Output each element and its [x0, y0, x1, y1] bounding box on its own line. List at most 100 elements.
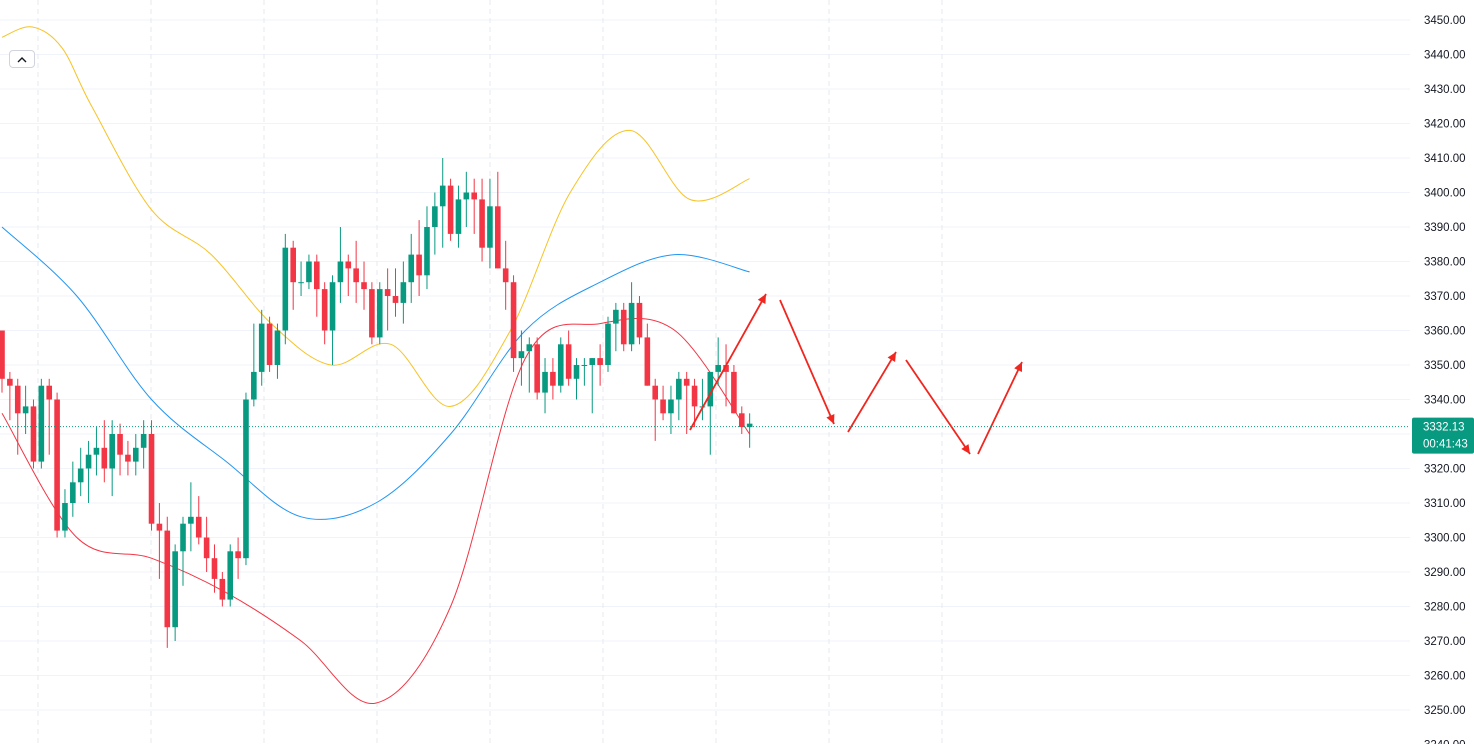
candle-body: [203, 537, 210, 559]
candle-down: [731, 365, 737, 414]
candle-body: [660, 399, 666, 414]
candle-down: [195, 496, 202, 545]
candle-body: [235, 551, 241, 559]
candle-body: [738, 413, 745, 428]
candle-body: [597, 358, 603, 365]
price-tick-label: 3300.00: [1424, 533, 1466, 545]
candle-up: [85, 440, 92, 503]
candle-body: [85, 454, 92, 469]
candle-body: [125, 454, 131, 462]
candle-body: [290, 247, 296, 283]
candle-up: [463, 171, 470, 227]
candle-down: [723, 344, 729, 407]
candle-body: [392, 296, 399, 303]
candle-body: [605, 323, 611, 365]
candle-body: [573, 365, 580, 379]
candle-body: [195, 516, 202, 538]
price-tick-label: 3290.00: [1424, 567, 1466, 579]
candle-body: [676, 378, 682, 400]
candle-body: [0, 330, 5, 379]
candle-body: [93, 447, 100, 455]
price-tick-label: 3250.00: [1424, 705, 1466, 717]
candle-up: [22, 385, 29, 434]
price-tick-label: 3360.00: [1424, 326, 1466, 338]
candle-down: [203, 516, 210, 572]
candle-body: [219, 578, 226, 600]
arrow-shaft: [779, 299, 835, 425]
candle-up: [77, 447, 84, 497]
candle-body: [400, 282, 407, 303]
candle-up: [408, 233, 415, 303]
candle-down: [117, 423, 123, 476]
candle-up: [715, 337, 721, 386]
candle-body: [439, 185, 446, 207]
upper-band-line: [1, 26, 750, 407]
candle-body: [502, 268, 509, 283]
candle-up: [306, 254, 312, 290]
candle-up: [455, 185, 462, 248]
candle-down: [565, 330, 572, 386]
candle-body: [644, 337, 651, 386]
arrow-shaft: [905, 359, 971, 455]
middle-band-line: [1, 226, 750, 520]
candle-down: [290, 240, 296, 310]
candle-body: [117, 434, 123, 455]
candle-down: [495, 171, 501, 269]
drawn-arrows: [689, 293, 1023, 455]
trend-arrow: [779, 299, 835, 425]
price-axis: 3450.00 3440.00 3430.00 3420.00 3410.00 3400.…: [1424, 15, 1466, 744]
arrow-shaft: [847, 351, 897, 433]
candle-body: [542, 371, 548, 393]
candle-up: [62, 489, 68, 538]
candle-down: [321, 282, 328, 345]
candle-body: [707, 371, 714, 407]
candles: [0, 158, 753, 648]
candle-up: [298, 261, 304, 296]
trend-arrow: [689, 293, 767, 431]
candle-up: [676, 371, 682, 421]
candle-down: [660, 385, 666, 421]
candle-body: [495, 206, 501, 269]
candle-body: [581, 365, 588, 366]
candle-body: [329, 282, 336, 331]
candle-body: [534, 344, 540, 393]
candle-body: [510, 282, 517, 359]
candle-body: [463, 192, 470, 200]
candle-up: [93, 427, 100, 476]
candle-up: [329, 275, 336, 365]
candle-body: [274, 330, 281, 365]
arrow-head: [757, 294, 766, 304]
arrow-shaft: [977, 361, 1023, 455]
candle-down: [738, 406, 745, 434]
candle-body: [282, 247, 289, 331]
candle-down: [353, 240, 359, 303]
candle-body: [306, 261, 312, 283]
candle-down: [345, 254, 352, 296]
trend-arrow: [847, 351, 897, 433]
candle-body: [62, 503, 68, 531]
collapse-button[interactable]: [9, 50, 35, 68]
candle-down: [534, 337, 540, 400]
price-tick-label: 3380.00: [1424, 257, 1466, 269]
candle-up: [188, 482, 194, 552]
candle-up: [227, 544, 234, 607]
chevron-up-icon: [17, 56, 27, 62]
candle-body: [14, 385, 21, 414]
candle-down: [416, 220, 422, 296]
candle-down: [101, 420, 108, 483]
arrow-shaft: [689, 293, 767, 431]
candle-body: [337, 261, 344, 283]
candle-down: [652, 378, 659, 441]
candle-body: [132, 447, 139, 462]
candle-body: [227, 551, 234, 600]
candle-up: [172, 544, 178, 641]
candle-down: [14, 378, 21, 455]
price-tick-label: 3430.00: [1424, 84, 1466, 96]
candle-up: [140, 420, 147, 469]
candle-down: [510, 275, 517, 372]
candle-body: [715, 365, 721, 372]
candle-body: [345, 261, 352, 269]
candle-body: [243, 399, 249, 559]
candle-body: [589, 358, 596, 365]
